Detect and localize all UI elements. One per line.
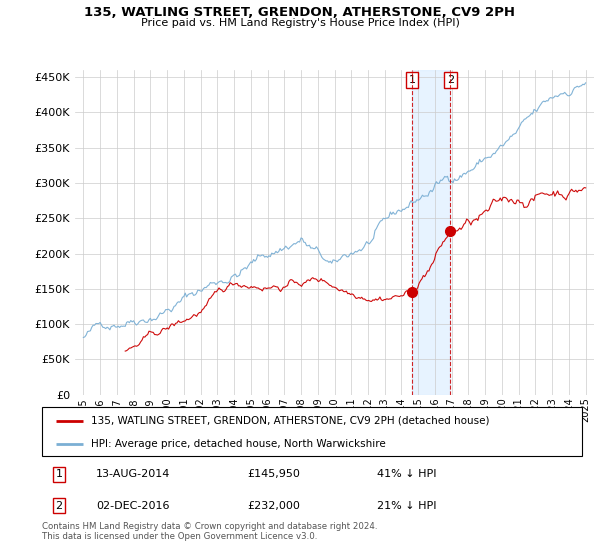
Text: 135, WATLING STREET, GRENDON, ATHERSTONE, CV9 2PH: 135, WATLING STREET, GRENDON, ATHERSTONE…	[85, 6, 515, 18]
Text: 1: 1	[409, 75, 415, 85]
Text: 2: 2	[447, 75, 454, 85]
Text: 13-AUG-2014: 13-AUG-2014	[96, 469, 170, 479]
Text: 2: 2	[56, 501, 62, 511]
Text: £232,000: £232,000	[247, 501, 300, 511]
FancyBboxPatch shape	[42, 407, 582, 456]
Text: £145,950: £145,950	[247, 469, 300, 479]
Text: 1: 1	[56, 469, 62, 479]
Text: 21% ↓ HPI: 21% ↓ HPI	[377, 501, 436, 511]
Text: HPI: Average price, detached house, North Warwickshire: HPI: Average price, detached house, Nort…	[91, 439, 385, 449]
Text: 41% ↓ HPI: 41% ↓ HPI	[377, 469, 436, 479]
Text: 135, WATLING STREET, GRENDON, ATHERSTONE, CV9 2PH (detached house): 135, WATLING STREET, GRENDON, ATHERSTONE…	[91, 416, 489, 426]
Bar	[412, 70, 451, 395]
Text: Price paid vs. HM Land Registry's House Price Index (HPI): Price paid vs. HM Land Registry's House …	[140, 18, 460, 28]
Text: Contains HM Land Registry data © Crown copyright and database right 2024.
This d: Contains HM Land Registry data © Crown c…	[42, 522, 377, 542]
Text: 02-DEC-2016: 02-DEC-2016	[96, 501, 170, 511]
